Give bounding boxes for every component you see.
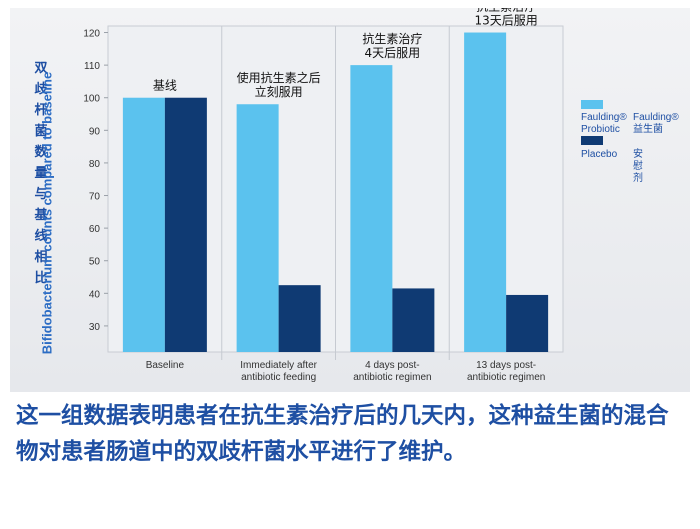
x-tick-label: Baseline xyxy=(146,360,185,371)
bar-probiotic xyxy=(350,65,393,352)
legend-probiotic-label-zh: Faulding® 益生菌 xyxy=(633,112,679,135)
x-tick-label: antibiotic regimen xyxy=(467,372,545,383)
y-tick-label: 40 xyxy=(89,289,101,300)
y-axis-label-char: 与 xyxy=(34,187,48,202)
y-tick-label: 70 xyxy=(89,192,101,203)
bar-chart: 30 40 50 60 70 80 90 100 110 120 Baseline 基线 Immedia… xyxy=(83,8,564,383)
y-axis-label-char: 量 xyxy=(34,166,48,181)
bar-placebo xyxy=(506,294,549,352)
legend-probiotic-label: Faulding® Probiotic xyxy=(581,112,627,135)
legend-swatch-probiotic xyxy=(581,100,603,109)
x-tick-label: antibiotic regimen xyxy=(353,372,431,383)
bar-probiotic xyxy=(122,97,165,352)
bar-annotation: 立刻服用 xyxy=(255,84,303,99)
y-axis-label-char: 数 xyxy=(34,145,48,160)
y-tick-label: 80 xyxy=(89,159,101,170)
y-axis-label-char: 比 xyxy=(34,271,48,286)
y-axis-label-char: 基 xyxy=(34,208,48,223)
bar-placebo xyxy=(164,97,207,352)
y-axis-label: Bifidobacterium counts compared to basel… xyxy=(39,71,55,355)
y-axis-label-char: 杆 xyxy=(34,103,48,118)
caption-text: 这一组数据表明患者在抗生素治疗后的几天内，这种益生菌的混合物对患者肠道中的双歧杆… xyxy=(16,403,669,465)
y-axis-label-char: 线 xyxy=(34,229,48,244)
bar-probiotic xyxy=(464,32,507,353)
y-tick-label: 60 xyxy=(89,224,101,235)
y-axis-label-char: 菌 xyxy=(34,124,48,139)
y-axis-label-chinese: 双歧杆菌数量与基线相比 xyxy=(32,58,50,289)
y-tick-label: 100 xyxy=(83,94,100,105)
legend-placebo-label: Placebo xyxy=(581,149,618,160)
bar-annotation: 抗生素治疗 xyxy=(362,31,422,46)
bar-annotation: 基线 xyxy=(153,79,177,93)
y-axis-label-char: 相 xyxy=(34,250,48,265)
bar-placebo xyxy=(392,288,435,352)
y-tick-label: 50 xyxy=(89,257,101,268)
x-tick-label: 4 days post- xyxy=(365,360,419,371)
bar-annotation: 抗生素治疗 xyxy=(476,8,536,14)
bar-annotation: 13天后服用 xyxy=(474,14,537,28)
y-tick-label: 120 xyxy=(83,29,100,40)
bar-probiotic xyxy=(236,104,279,353)
y-axis-label-char: 双 xyxy=(34,61,48,76)
bar-placebo xyxy=(278,285,321,352)
chart-panel: 30 40 50 60 70 80 90 100 110 120 Baseline 基线 Immedia… xyxy=(10,8,690,392)
y-tick-label: 110 xyxy=(84,61,100,72)
x-tick-label: Immediately after xyxy=(240,360,317,371)
x-tick-label: antibiotic feeding xyxy=(241,372,316,383)
bar-annotation: 使用抗生素之后 xyxy=(237,70,321,85)
y-tick-label: 90 xyxy=(89,126,101,137)
x-tick-label: 13 days post- xyxy=(476,360,536,371)
y-tick-label: 30 xyxy=(89,322,101,333)
legend-swatch-placebo xyxy=(581,136,603,145)
bar-annotation: 4天后服用 xyxy=(365,46,421,60)
legend-placebo-label-zh: 安慰剂 xyxy=(633,149,643,184)
y-axis-label-char: 歧 xyxy=(34,82,48,97)
